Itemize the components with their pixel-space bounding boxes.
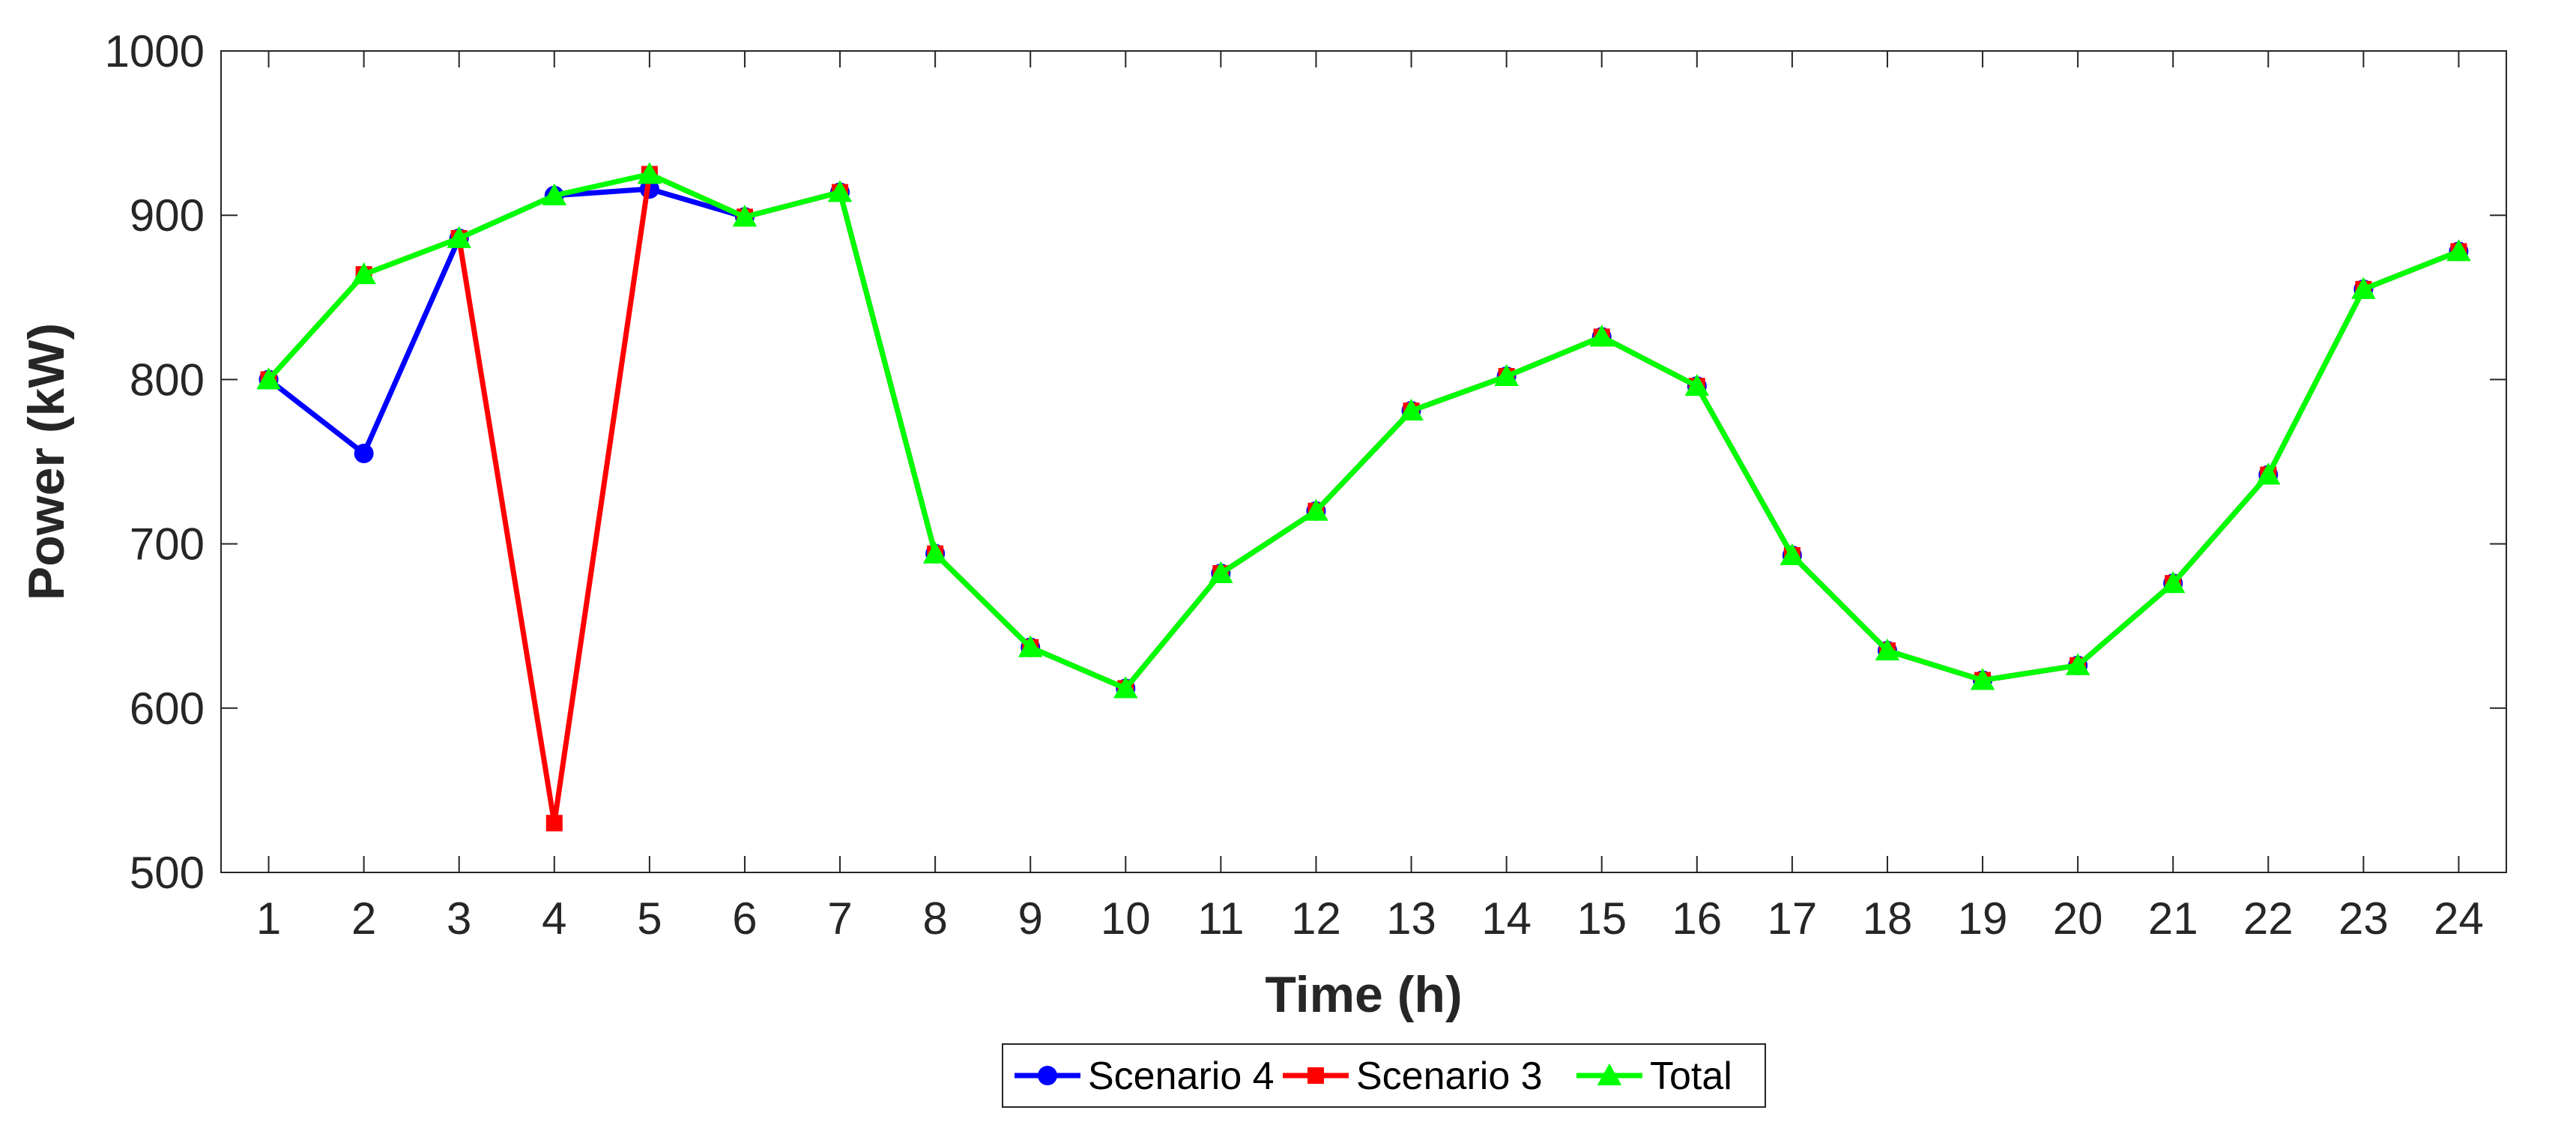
series-layer (256, 162, 2471, 832)
data-point-total (732, 205, 758, 227)
y-tick-label: 1000 (105, 26, 205, 76)
data-point-scenario-4 (354, 444, 374, 464)
x-tick-label: 14 (1481, 893, 1532, 944)
x-tick-label: 4 (542, 893, 566, 944)
x-tick-label: 7 (827, 893, 852, 944)
x-tick-label: 16 (1672, 893, 1722, 944)
data-point-total (1304, 498, 1328, 521)
data-point-total (922, 541, 948, 564)
data-point-total (2256, 462, 2281, 485)
legend-label-scenario-4: Scenario 4 (1088, 1055, 1275, 1098)
series-total (256, 162, 2471, 699)
data-point-scenario-3 (545, 815, 563, 832)
legend-item-total: Total (1576, 1055, 1732, 1098)
series-line-total (266, 171, 2461, 691)
x-tick-label: 18 (1863, 893, 1913, 944)
data-point-total (1684, 373, 1710, 396)
data-point-total (827, 180, 853, 202)
data-point-total (1399, 398, 1424, 421)
x-tick-label: 3 (447, 893, 471, 944)
x-tick-label: 21 (2148, 893, 2198, 944)
x-tick-label: 9 (1018, 893, 1043, 944)
data-point-total (1970, 668, 1995, 690)
x-tick-label: 23 (2338, 893, 2389, 944)
data-point-total (542, 183, 567, 205)
legend-marker-total (1597, 1063, 1622, 1085)
x-tick-label: 17 (1768, 893, 1818, 944)
data-point-total (2351, 277, 2376, 299)
x-axis-title: Time (h) (1265, 966, 1462, 1023)
data-point-total (1494, 364, 1519, 387)
y-axis-title: Power (kW) (18, 323, 75, 600)
data-point-total (1018, 635, 1043, 657)
data-point-total (1209, 561, 1233, 584)
x-tick-label: 13 (1386, 893, 1436, 944)
y-tick-label: 800 (130, 355, 205, 405)
x-tick-label: 1 (256, 893, 281, 944)
legend-item-scenario-4: Scenario 4 (1015, 1055, 1275, 1098)
y-tick-label: 600 (130, 684, 205, 734)
data-point-total (447, 226, 471, 248)
y-tick-label: 900 (130, 190, 205, 241)
data-point-total (1589, 325, 1614, 347)
x-tick-label: 20 (2053, 893, 2103, 944)
x-tick-label: 15 (1576, 893, 1627, 944)
x-tick-label: 5 (637, 893, 662, 944)
x-tick-label: 6 (732, 893, 757, 944)
legend-label-total: Total (1650, 1055, 1732, 1098)
legend-marker-scenario-3 (1307, 1067, 1324, 1084)
x-tick-label: 22 (2243, 893, 2294, 944)
data-point-total (2446, 239, 2471, 262)
x-axis: 1 2 3 4 5 6 7 8 9 10 11 12 13 14 15 16 17 18 19 20 21 22 23 24 (256, 51, 2484, 944)
data-point-total (351, 262, 376, 285)
x-tick-label: 10 (1101, 893, 1151, 944)
data-point-total (1780, 543, 1805, 565)
x-tick-label: 12 (1291, 893, 1341, 944)
y-tick-label: 700 (130, 519, 205, 570)
x-tick-label: 19 (1958, 893, 2008, 944)
x-tick-label: 11 (1197, 893, 1244, 944)
data-point-total (1113, 676, 1138, 699)
legend-item-scenario-3: Scenario 3 (1283, 1055, 1543, 1098)
data-point-total (2065, 653, 2090, 675)
legend: Scenario 4 Scenario 3 Total (1002, 1043, 1766, 1108)
data-point-total (2160, 570, 2186, 594)
legend-marker-scenario-4 (1038, 1066, 1057, 1085)
x-tick-label: 2 (351, 893, 376, 944)
y-axis: 500 600 700 800 900 1000 (105, 26, 2506, 898)
data-point-total (1875, 638, 1900, 661)
data-point-total (637, 162, 662, 184)
x-tick-label: 24 (2434, 893, 2484, 944)
y-tick-label: 500 (130, 848, 205, 898)
x-tick-label: 8 (922, 893, 947, 944)
legend-label-scenario-3: Scenario 3 (1356, 1055, 1543, 1098)
data-point-total (256, 367, 281, 390)
